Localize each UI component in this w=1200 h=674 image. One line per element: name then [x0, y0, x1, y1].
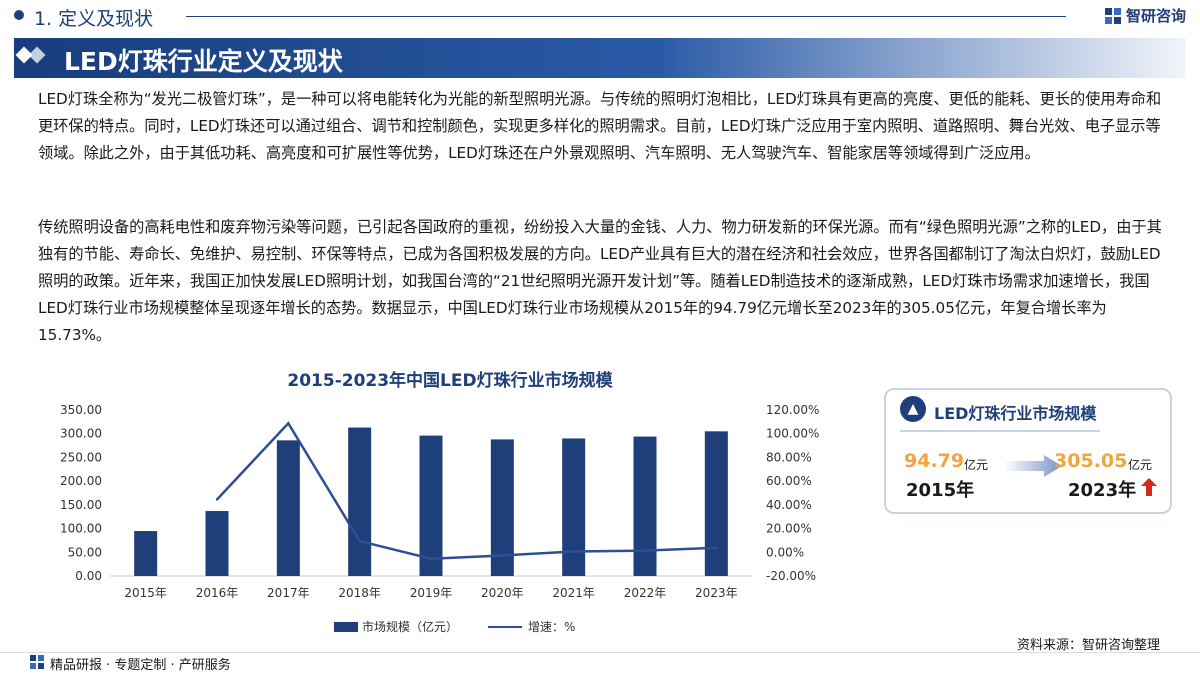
- y-left-tick-label: 150.00: [60, 498, 102, 512]
- x-tick-label: 2021年: [552, 586, 595, 600]
- y-right-tick-label: 100.00%: [766, 427, 819, 441]
- growth-point: [501, 554, 504, 557]
- x-tick-label: 2017年: [267, 586, 310, 600]
- end-year: 2023年: [1068, 480, 1137, 501]
- card-header: ▲ LED灯珠行业市场规模: [886, 390, 1118, 428]
- y-left-tick-label: 100.00: [60, 522, 102, 536]
- legend-bar-label: 市场规模（亿元）: [362, 620, 459, 634]
- y-left-tick-label: 50.00: [68, 545, 102, 559]
- x-tick-label: 2018年: [338, 586, 381, 600]
- intro-paragraph: LED灯珠全称为“发光二极管灯珠”，是一种可以将电能转化为光能的新型照明光源。与…: [38, 90, 1162, 162]
- arrow-right-icon: [1004, 455, 1062, 477]
- y-left-tick-label: 250.00: [60, 450, 102, 464]
- x-tick-label: 2023年: [695, 586, 738, 600]
- bar: [562, 438, 586, 576]
- growth-point: [358, 539, 361, 543]
- market-size-chart: 0.00 50.00 100.00 150.00 200.00 250.00 300.00 3…: [60, 403, 819, 600]
- growth-point: [215, 498, 219, 501]
- market-paragraph: 传统照明设备的高耗电性和废弃物污染等问题，已引起各国政府的重视，纷纷投入大量的金…: [38, 218, 1162, 344]
- brand-logo-icon: [1104, 7, 1121, 24]
- section-label: 1. 定义及现状: [34, 8, 154, 30]
- x-tick-label: 2016年: [196, 586, 239, 600]
- card-title: LED灯珠行业市场规模: [934, 404, 1097, 423]
- y-left-tick-label: 200.00: [60, 474, 102, 488]
- start-unit: 亿元: [964, 458, 989, 472]
- top-divider: [186, 16, 1066, 17]
- growth-point: [429, 557, 433, 560]
- x-tick-label: 2019年: [410, 586, 453, 600]
- x-tick-label: 2022年: [624, 586, 667, 600]
- footer-tagline: 精品研报 · 专题定制 · 产研服务: [50, 658, 231, 673]
- bar: [490, 439, 514, 576]
- legend-line-label: 增速：%: [528, 620, 576, 634]
- start-year: 2015年: [906, 480, 975, 501]
- page-title: LED灯珠行业定义及现状: [64, 47, 343, 76]
- bar: [419, 435, 443, 576]
- y-left-tick-label: 0.00: [75, 569, 102, 583]
- growth-point: [643, 549, 647, 552]
- legend-line-swatch: [488, 625, 523, 628]
- bar: [348, 427, 372, 576]
- diamond-icon: [15, 46, 46, 64]
- y-right-tick-label: 120.00%: [766, 403, 819, 417]
- x-tick-label: 2020年: [481, 586, 524, 600]
- y-left-tick-label: 350.00: [60, 403, 102, 417]
- legend-bar-swatch: [334, 621, 358, 632]
- footer-divider: [0, 652, 1200, 653]
- growth-point: [715, 546, 718, 549]
- stat-card: ▲ LED灯珠行业市场规模 94.79 亿元 2015年 305.05 亿元 2…: [884, 388, 1172, 514]
- footer-logo-icon: [30, 655, 44, 669]
- growth-series-line: [216, 421, 717, 560]
- end-value: 305.05: [1054, 450, 1128, 472]
- x-tick-label: 2015年: [124, 586, 167, 600]
- start-value: 94.79: [904, 450, 965, 472]
- footer: 精品研报 · 专题定制 · 产研服务: [0, 652, 1200, 674]
- bar: [205, 511, 229, 576]
- chart-growth-icon: ▲: [900, 396, 926, 422]
- end-unit: 亿元: [1128, 458, 1153, 472]
- y-right-tick-label: 80.00%: [766, 450, 812, 464]
- up-arrow-icon: [1141, 478, 1157, 496]
- bar: [704, 431, 728, 576]
- growth-point: [287, 422, 290, 425]
- y-left-tick-label: 300.00: [60, 427, 102, 441]
- section-bullet-icon: [14, 10, 24, 20]
- chart-title: 2015-2023年中国LED灯珠行业市场规模: [287, 371, 613, 391]
- bar: [134, 531, 158, 576]
- growth-point: [572, 550, 575, 553]
- y-right-tick-label: -20.00%: [766, 569, 816, 583]
- card-divider: [900, 430, 1100, 432]
- title-band: LED灯珠行业定义及现状: [14, 38, 1186, 78]
- y-right-tick-label: 20.00%: [766, 522, 812, 536]
- brand: 智研咨询: [1104, 5, 1186, 26]
- y-right-tick-label: 0.00%: [766, 545, 804, 559]
- chart-legend: 市场规模（亿元） 增速：%: [334, 618, 575, 635]
- brand-name: 智研咨询: [1125, 7, 1186, 25]
- source-note: 资料来源：智研咨询整理: [1016, 638, 1160, 653]
- y-right-tick-label: 60.00%: [766, 474, 812, 488]
- bar: [633, 436, 657, 576]
- bar: [276, 440, 300, 576]
- y-right-tick-label: 40.00%: [766, 498, 812, 512]
- top-bar: 1. 定义及现状 智研咨询: [0, 0, 1200, 34]
